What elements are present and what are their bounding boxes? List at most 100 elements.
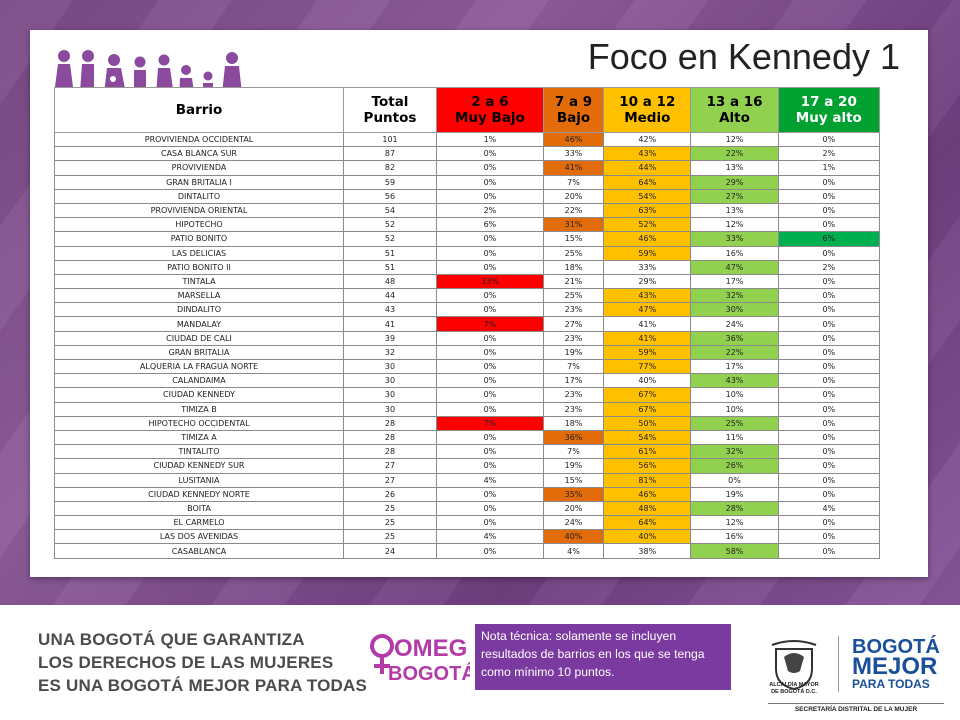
table-row: PATIO BONITO II 51 0% 18% 33% 47% 2% — [54, 259, 881, 275]
cell-percent: 6% — [436, 217, 544, 233]
cell-percent: 0% — [436, 188, 544, 204]
table-row: TINTALA 48 33% 21% 29% 17% 0% — [54, 273, 881, 290]
cell-total: 51 — [343, 259, 437, 275]
cell-percent: 22% — [690, 146, 779, 162]
cell-percent: 0% — [777, 358, 881, 375]
cell-percent: 81% — [603, 472, 692, 488]
cell-total: 28 — [343, 415, 437, 431]
table-header-row: Barrio Total Puntos 2 a 6 Muy Bajo 7 a 9 Ba… — [54, 87, 881, 133]
cell-percent: 0% — [436, 387, 544, 403]
cell-percent: 0% — [436, 288, 544, 304]
crest-label: ALCALDÍA MAYOR DE BOGOTÁ D.C. — [769, 682, 819, 695]
cell-percent: 67% — [603, 387, 692, 403]
cell-percent: 33% — [603, 259, 692, 275]
cell-percent: 15% — [542, 231, 605, 247]
cell-percent: 63% — [603, 202, 692, 219]
cell-percent: 25% — [542, 245, 605, 261]
cell-percent: 21% — [542, 273, 605, 290]
table-row: PROVIVIENDA ORIENTAL 54 2% 22% 63% 13% 0% — [54, 202, 881, 219]
cell-barrio: EL CARMELO — [54, 515, 344, 531]
cell-total: 101 — [343, 131, 437, 148]
table-row: CIUDAD KENNEDY 30 0% 23% 67% 10% 0% — [54, 387, 881, 403]
cell-percent: 36% — [542, 429, 605, 446]
cell-percent: 7% — [436, 415, 544, 431]
slogan-line: LOS DERECHOS DE LAS MUJERES — [38, 653, 334, 672]
cell-percent: 0% — [777, 472, 881, 488]
cell-percent: 32% — [690, 444, 779, 460]
cell-percent: 0% — [777, 401, 881, 417]
cell-total: 59 — [343, 174, 437, 190]
cell-total: 51 — [343, 245, 437, 261]
cell-percent: 7% — [542, 444, 605, 460]
cell-barrio: TINTALITO — [54, 444, 344, 460]
cell-percent: 59% — [603, 344, 692, 361]
table-row: DINTALITO 56 0% 20% 54% 27% 0% — [54, 188, 881, 204]
cell-percent: 33% — [542, 146, 605, 162]
table-row: CIUDAD KENNEDY SUR 27 0% 19% 56% 26% 0% — [54, 458, 881, 474]
cell-total: 28 — [343, 429, 437, 446]
cell-barrio: PATIO BONITO — [54, 231, 344, 247]
cell-percent: 19% — [542, 344, 605, 361]
table-row: HIPOTECHO 52 6% 31% 52% 12% 0% — [54, 217, 881, 233]
cell-percent: 46% — [603, 486, 692, 502]
table-row: CASABLANCA 24 0% 4% 38% 58% 0% — [54, 543, 881, 559]
cell-total: 30 — [343, 401, 437, 417]
cell-percent: 0% — [436, 344, 544, 361]
omeg-bogota-text: BOGOTÁ — [388, 662, 470, 685]
cell-barrio: CASA BLANCA SUR — [54, 146, 344, 162]
cell-percent: 41% — [542, 160, 605, 176]
table-row: CIUDAD KENNEDY NORTE 26 0% 35% 46% 19% 0% — [54, 486, 881, 502]
cell-barrio: ALQUERIA LA FRAGUA NORTE — [54, 358, 344, 375]
cell-percent: 0% — [436, 500, 544, 517]
cell-total: 27 — [343, 472, 437, 488]
table-row: TINTALITO 28 0% 7% 61% 32% 0% — [54, 444, 881, 460]
secretaria-label: SECRETARÍA DISTRITAL DE LA MUJER — [768, 703, 944, 713]
cell-percent: 0% — [436, 174, 544, 190]
cell-percent: 4% — [777, 500, 881, 517]
cell-barrio: CIUDAD KENNEDY SUR — [54, 458, 344, 474]
cell-barrio: PROVIVIENDA ORIENTAL — [54, 202, 344, 219]
cell-percent: 12% — [690, 515, 779, 531]
header-muy-alto: 17 a 20 Muy alto — [777, 87, 881, 133]
cell-percent: 0% — [436, 259, 544, 275]
cell-percent: 0% — [777, 302, 881, 318]
cell-barrio: PATIO BONITO II — [54, 259, 344, 275]
cell-total: 56 — [343, 188, 437, 204]
cell-barrio: GRAN BRITALIA — [54, 344, 344, 361]
table-row: MANDALAY 41 7% 27% 41% 24% 0% — [54, 316, 881, 332]
cell-percent: 23% — [542, 401, 605, 417]
cell-percent: 0% — [436, 358, 544, 375]
cell-percent: 64% — [603, 515, 692, 531]
cell-percent: 27% — [690, 188, 779, 204]
cell-percent: 7% — [436, 316, 544, 332]
cell-percent: 42% — [603, 131, 692, 148]
cell-barrio: MANDALAY — [54, 316, 344, 332]
header-bajo: 7 a 9 Bajo — [542, 87, 605, 133]
cell-total: 28 — [343, 444, 437, 460]
cell-barrio: TINTALA — [54, 273, 344, 290]
table-row: PROVIVIENDA OCCIDENTAL 101 1% 46% 42% 12% 0% — [54, 131, 881, 148]
cell-percent: 0% — [436, 543, 544, 559]
cell-percent: 0% — [436, 401, 544, 417]
cell-percent: 7% — [542, 358, 605, 375]
cell-total: 26 — [343, 486, 437, 502]
cell-total: 25 — [343, 529, 437, 545]
cell-percent: 23% — [542, 330, 605, 346]
cell-percent: 0% — [436, 458, 544, 474]
omeg-text: OMEG — [394, 635, 467, 662]
cell-percent: 0% — [777, 429, 881, 446]
cell-percent: 2% — [436, 202, 544, 219]
table-row: BOITA 25 0% 20% 48% 28% 4% — [54, 500, 881, 517]
cell-total: 43 — [343, 302, 437, 318]
cell-percent: 29% — [690, 174, 779, 190]
header-alto: 13 a 16 Alto — [690, 87, 779, 133]
table-row: CASA BLANCA SUR 87 0% 33% 43% 22% 2% — [54, 146, 881, 162]
cell-percent: 48% — [603, 500, 692, 517]
cell-total: 52 — [343, 231, 437, 247]
table-row: TIMIZA A 28 0% 36% 54% 11% 0% — [54, 429, 881, 446]
cell-percent: 0% — [777, 273, 881, 290]
cell-percent: 7% — [542, 174, 605, 190]
cell-total: 25 — [343, 500, 437, 517]
cell-percent: 29% — [603, 273, 692, 290]
cell-total: 25 — [343, 515, 437, 531]
